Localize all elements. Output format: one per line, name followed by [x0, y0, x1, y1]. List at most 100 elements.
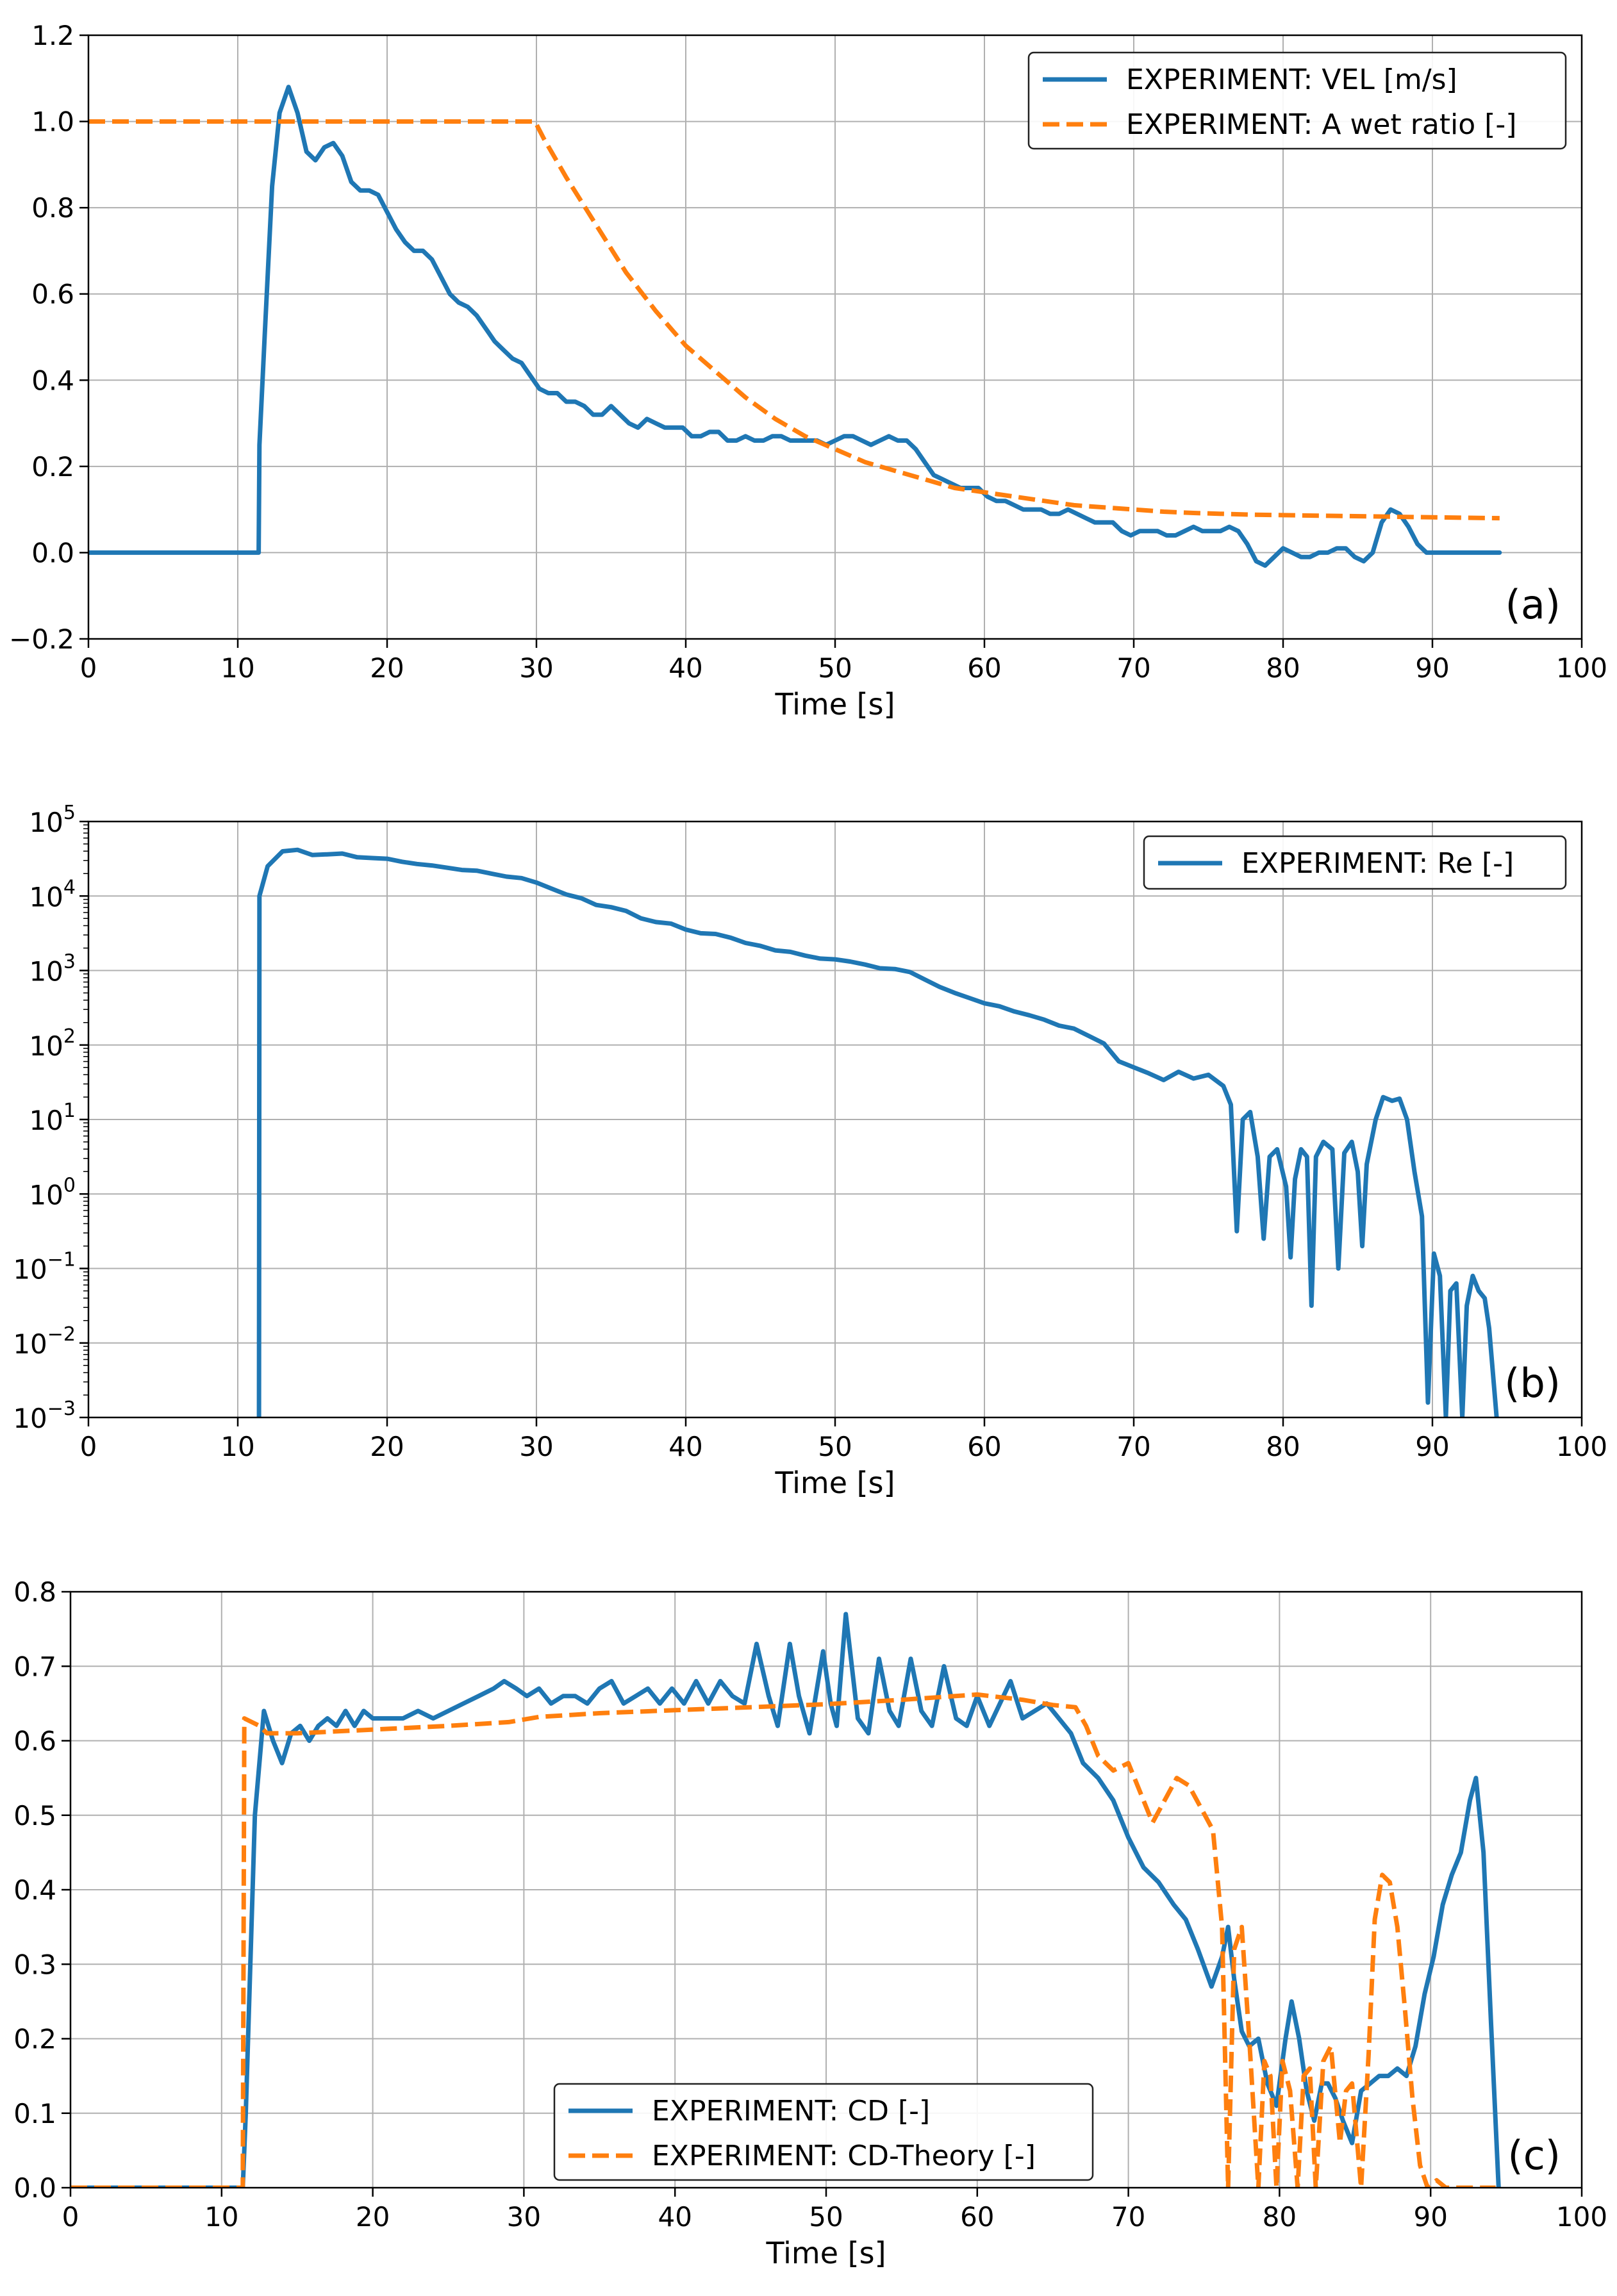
y-tick-label: 0.2	[13, 2024, 56, 2055]
y-tick-exponent: 2	[63, 1025, 76, 1048]
x-tick-label: 40	[658, 2201, 692, 2233]
legend-label-2: EXPERIMENT: A wet ratio [-]	[1126, 108, 1516, 141]
legend-label-1: EXPERIMENT: CD [-]	[652, 2095, 930, 2127]
panel-tag: (c)	[1508, 2132, 1561, 2179]
y-tick-exponent: 1	[63, 1100, 76, 1122]
legend-box	[1143, 835, 1567, 890]
y-tick-base: 10	[29, 881, 63, 913]
x-tick-label: 90	[1415, 1431, 1449, 1462]
y-tick-label: 10−2	[13, 1323, 76, 1360]
y-tick-base: 10	[29, 1030, 63, 1062]
x-tick-label: 60	[967, 1431, 1001, 1462]
y-tick-base: 10	[13, 1328, 47, 1360]
y-tick-label: 100	[29, 1174, 76, 1210]
series-line-1	[70, 1612, 1501, 2188]
axes-frame	[87, 820, 1583, 1419]
x-tick-label: 40	[668, 652, 702, 684]
x-tick-label: 0	[80, 1431, 97, 1462]
x-axis-label: Time [s]	[765, 2236, 886, 2270]
y-tick-label: 103	[29, 951, 76, 987]
legend-box	[1027, 51, 1567, 150]
y-tick-label: 0.6	[31, 279, 74, 310]
y-tick-label: 0.3	[13, 1949, 56, 1980]
x-tick-label: 70	[1116, 1431, 1150, 1462]
axes-frame	[87, 34, 1583, 640]
x-tick-label: 30	[519, 652, 553, 684]
y-tick-label: 0.2	[31, 451, 74, 483]
y-tick-base: 10	[29, 1179, 63, 1210]
y-tick-label: 1.2	[31, 20, 74, 51]
y-tick-exponent: 4	[63, 876, 76, 898]
x-tick-label: 60	[960, 2201, 994, 2233]
series-line-2	[88, 119, 1500, 521]
x-tick-label: 80	[1263, 2201, 1297, 2233]
y-tick-label: 102	[29, 1025, 76, 1062]
x-tick-label: 40	[668, 1431, 702, 1462]
x-tick-label: 50	[818, 652, 852, 684]
y-tick-exponent: −1	[47, 1249, 76, 1271]
x-tick-label: 80	[1266, 1431, 1300, 1462]
y-tick-label: 0.8	[13, 1576, 56, 1608]
y-tick-base: 10	[29, 956, 63, 987]
x-tick-label: 20	[370, 1431, 404, 1462]
x-tick-label: 60	[967, 652, 1001, 684]
y-tick-base: 10	[13, 1254, 47, 1285]
legend-box	[553, 2083, 1094, 2181]
y-tick-label: 10−3	[13, 1398, 76, 1434]
x-tick-label: 10	[220, 652, 254, 684]
panel-a-velocity-chart: 0 10 20 30 40 50 60 70 80 90 100 −0.2 0.0 0.2 0.4 0.6 0.…	[9, 20, 1607, 722]
y-tick-exponent: 3	[63, 951, 76, 973]
legend-label-1: EXPERIMENT: Re [-]	[1241, 847, 1514, 880]
x-tick-label: 90	[1415, 652, 1449, 684]
x-tick-label: 0	[80, 652, 97, 684]
x-tick-label: 20	[356, 2201, 390, 2233]
panel-tag: (b)	[1504, 1360, 1561, 1407]
y-tick-label: 0.0	[31, 537, 74, 568]
y-tick-label: 0.6	[13, 1726, 56, 1757]
legend-label-2: EXPERIMENT: CD-Theory [-]	[652, 2140, 1036, 2172]
x-tick-label: 90	[1413, 2201, 1447, 2233]
y-tick-label: 104	[29, 876, 76, 913]
y-tick-base: 10	[13, 1403, 47, 1434]
x-tick-label: 10	[204, 2201, 238, 2233]
x-tick-label: 50	[809, 2201, 843, 2233]
series-line-1	[88, 85, 1502, 568]
y-tick-label: 0.4	[31, 365, 74, 396]
y-tick-exponent: 0	[63, 1174, 76, 1196]
y-tick-exponent: −3	[47, 1398, 76, 1420]
x-tick-label: 100	[1556, 2201, 1607, 2233]
panel-b-reynolds-chart: 0 10 20 30 40 50 60 70 80 90 10010−310−210−1100101…	[13, 802, 1607, 1500]
panel-c-drag-coefficient-chart: 0 10 20 30 40 50 60 70 80 90 100 0.0 0.1 0.2 0.3 0.4 0.5…	[13, 1576, 1607, 2270]
legend-label-1: EXPERIMENT: VEL [m/s]	[1126, 63, 1457, 96]
x-axis-label: Time [s]	[774, 1466, 895, 1500]
panel-tag: (a)	[1505, 581, 1561, 628]
y-tick-label: 0.0	[13, 2172, 56, 2204]
y-tick-base: 10	[29, 1105, 63, 1136]
series-line-1	[256, 847, 1499, 1417]
axes-frame	[69, 1590, 1583, 2189]
y-tick-exponent: −2	[47, 1323, 76, 1346]
x-tick-label: 100	[1556, 1431, 1607, 1462]
x-tick-label: 100	[1556, 652, 1607, 684]
series-line-2	[70, 1692, 1496, 2188]
y-tick-label: 1.0	[31, 106, 74, 138]
x-tick-label: 50	[818, 1431, 852, 1462]
x-tick-label: 80	[1266, 652, 1300, 684]
x-tick-label: 70	[1116, 652, 1150, 684]
y-tick-label: 105	[29, 802, 76, 838]
y-tick-label: 0.1	[13, 2098, 56, 2129]
y-tick-exponent: 5	[63, 802, 76, 824]
y-tick-base: 10	[29, 807, 63, 838]
y-tick-label: 0.7	[13, 1651, 56, 1682]
x-tick-label: 10	[220, 1431, 254, 1462]
y-tick-label: 0.8	[31, 192, 74, 224]
y-tick-label: 0.5	[13, 1800, 56, 1831]
y-tick-label: −0.2	[9, 624, 74, 655]
y-tick-label: 10−1	[13, 1249, 76, 1285]
x-tick-label: 0	[62, 2201, 79, 2233]
x-tick-label: 30	[519, 1431, 553, 1462]
x-tick-label: 20	[370, 652, 404, 684]
x-axis-label: Time [s]	[774, 687, 895, 722]
x-tick-label: 70	[1111, 2201, 1145, 2233]
